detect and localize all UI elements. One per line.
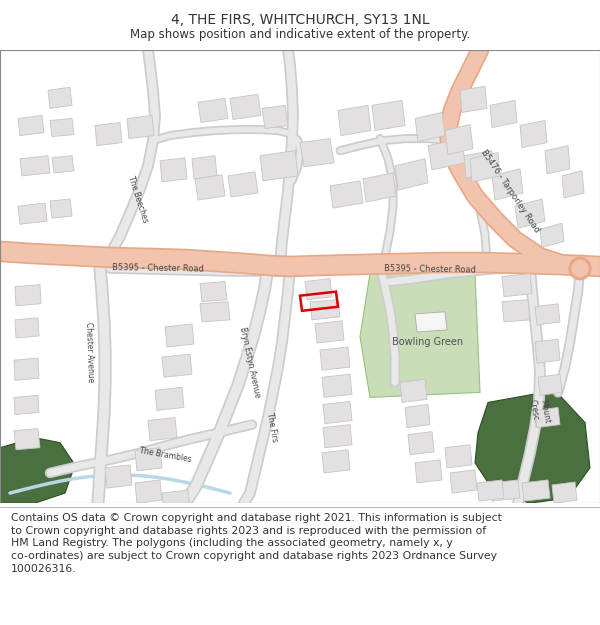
Text: Map shows position and indicative extent of the property.: Map shows position and indicative extent… — [130, 28, 470, 41]
Polygon shape — [195, 175, 225, 200]
Polygon shape — [415, 112, 445, 142]
Text: 4, THE FIRS, WHITCHURCH, SY13 1NL: 4, THE FIRS, WHITCHURCH, SY13 1NL — [170, 12, 430, 26]
Polygon shape — [490, 101, 517, 127]
Polygon shape — [502, 274, 532, 297]
Polygon shape — [305, 279, 332, 300]
Polygon shape — [415, 460, 442, 483]
Polygon shape — [445, 445, 472, 468]
Polygon shape — [0, 438, 75, 503]
Polygon shape — [323, 424, 352, 448]
Polygon shape — [322, 374, 352, 398]
Polygon shape — [552, 482, 577, 503]
Text: Contains OS data © Crown copyright and database right 2021. This information is : Contains OS data © Crown copyright and d… — [11, 513, 502, 574]
Polygon shape — [48, 88, 72, 108]
Polygon shape — [260, 151, 298, 181]
Polygon shape — [105, 465, 132, 488]
Polygon shape — [520, 121, 547, 148]
Polygon shape — [535, 339, 560, 363]
Polygon shape — [330, 181, 363, 208]
Text: The Beeches: The Beeches — [126, 174, 150, 224]
Polygon shape — [492, 169, 523, 200]
Polygon shape — [323, 401, 352, 424]
Polygon shape — [14, 358, 39, 380]
Polygon shape — [408, 432, 434, 455]
Polygon shape — [162, 354, 192, 377]
Polygon shape — [415, 312, 447, 332]
Polygon shape — [363, 173, 396, 202]
Polygon shape — [540, 223, 564, 248]
Text: B5476 - Tarporley Road: B5476 - Tarporley Road — [479, 148, 541, 234]
Polygon shape — [200, 302, 230, 322]
Polygon shape — [450, 470, 477, 493]
Polygon shape — [230, 94, 261, 119]
Polygon shape — [14, 429, 40, 450]
Polygon shape — [572, 261, 588, 276]
Polygon shape — [310, 300, 340, 320]
Polygon shape — [360, 274, 480, 398]
Polygon shape — [372, 101, 405, 131]
Polygon shape — [545, 146, 570, 174]
Polygon shape — [464, 151, 494, 178]
Polygon shape — [18, 203, 47, 224]
Polygon shape — [502, 300, 530, 322]
Polygon shape — [460, 86, 487, 112]
Polygon shape — [522, 480, 550, 501]
Polygon shape — [490, 480, 520, 501]
Text: The Firs: The Firs — [265, 412, 279, 443]
Polygon shape — [538, 374, 562, 396]
Polygon shape — [15, 318, 39, 338]
Polygon shape — [155, 388, 184, 411]
Polygon shape — [95, 122, 122, 146]
Polygon shape — [50, 119, 74, 137]
Polygon shape — [569, 258, 591, 279]
Polygon shape — [535, 304, 560, 325]
Text: B5395 - Chester Road: B5395 - Chester Road — [384, 264, 476, 275]
Polygon shape — [300, 139, 334, 167]
Polygon shape — [52, 156, 74, 173]
Polygon shape — [135, 448, 162, 471]
Polygon shape — [192, 156, 217, 179]
Polygon shape — [470, 152, 500, 182]
Polygon shape — [262, 106, 288, 129]
Polygon shape — [562, 171, 584, 198]
Polygon shape — [200, 282, 227, 302]
Text: Bowling Green: Bowling Green — [392, 337, 464, 347]
Polygon shape — [338, 106, 371, 136]
Polygon shape — [160, 158, 187, 182]
Text: Mount
Cresc...: Mount Cresc... — [528, 397, 552, 428]
Polygon shape — [50, 199, 72, 218]
Polygon shape — [400, 379, 427, 402]
Polygon shape — [127, 116, 154, 139]
Polygon shape — [320, 347, 350, 370]
Polygon shape — [14, 396, 39, 414]
Polygon shape — [315, 321, 344, 343]
Polygon shape — [405, 404, 430, 428]
Text: Bryn Estyn Avenue: Bryn Estyn Avenue — [238, 326, 262, 398]
Polygon shape — [322, 450, 350, 473]
Text: The Brambles: The Brambles — [138, 446, 192, 464]
Polygon shape — [395, 159, 428, 190]
Polygon shape — [15, 284, 41, 306]
Text: B5395 - Chester Road: B5395 - Chester Road — [112, 263, 204, 274]
Polygon shape — [198, 98, 228, 122]
Polygon shape — [148, 418, 177, 441]
Polygon shape — [515, 199, 545, 228]
Polygon shape — [228, 172, 258, 197]
Polygon shape — [165, 324, 194, 347]
Polygon shape — [162, 490, 190, 511]
Polygon shape — [18, 116, 44, 136]
Text: Chester Avenue: Chester Avenue — [85, 322, 95, 382]
Polygon shape — [135, 480, 162, 503]
Polygon shape — [477, 480, 504, 501]
Polygon shape — [445, 124, 473, 155]
Polygon shape — [428, 139, 465, 170]
Polygon shape — [535, 408, 560, 428]
Polygon shape — [475, 391, 590, 503]
Polygon shape — [20, 156, 50, 176]
